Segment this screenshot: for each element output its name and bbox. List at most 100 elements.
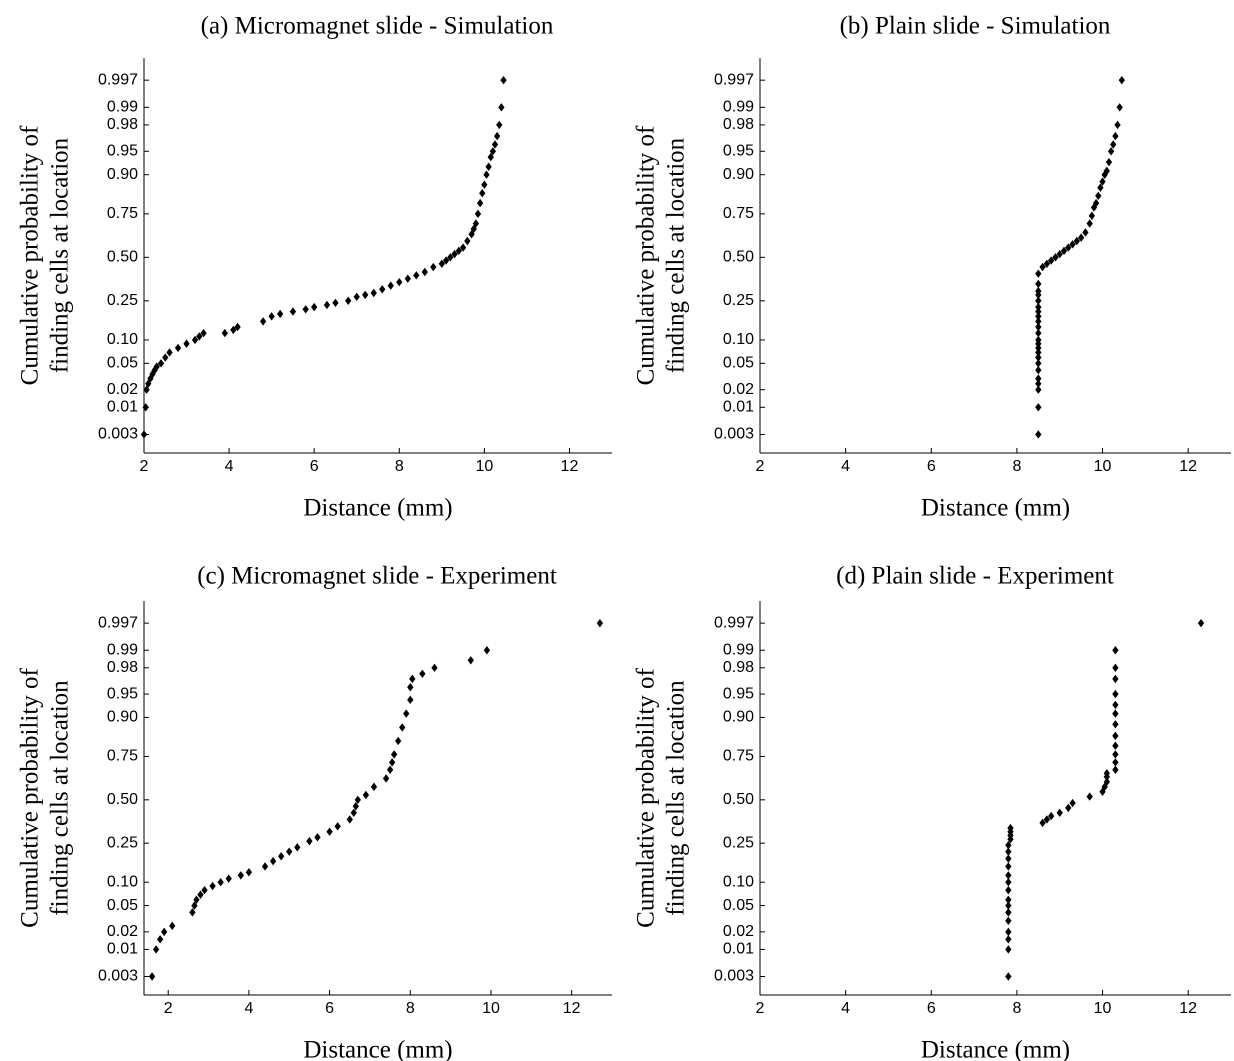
data-point (1112, 700, 1119, 710)
data-point (493, 131, 501, 141)
y-tick-label: 0.003 (714, 968, 754, 985)
data-point (276, 309, 284, 319)
data-point (1090, 203, 1098, 212)
chart-panel-d: (d) Plain slide - Experiment 2 4 6 8 10 12 0.00… (633, 563, 1231, 1061)
y-tick-label: 0.25 (723, 292, 754, 309)
data-point (1086, 792, 1093, 801)
data-point (302, 305, 309, 314)
data-point (1035, 269, 1042, 278)
data-point (1005, 908, 1012, 917)
data-point (1069, 798, 1076, 808)
x-tick-label: 8 (406, 1000, 415, 1017)
data-point (1103, 166, 1110, 176)
data-point (334, 822, 341, 831)
data-point (481, 180, 488, 189)
data-point (413, 271, 420, 280)
data-point (379, 285, 386, 294)
y-tick-label: 0.95 (723, 143, 754, 160)
data-point (491, 140, 499, 149)
y-tick-label: 0.98 (107, 116, 138, 133)
data-point (1056, 808, 1063, 817)
data-point (1065, 803, 1072, 813)
data-point (148, 972, 156, 981)
data-point (197, 890, 204, 899)
data-point (1112, 689, 1119, 699)
data-point (1112, 750, 1119, 759)
data-point (1099, 177, 1106, 186)
y-tick-label: 0.98 (107, 659, 138, 676)
data-point (306, 836, 313, 846)
data-point (1035, 312, 1042, 321)
x-axis-label: Distance (mm) (303, 1037, 452, 1061)
x-axis-label: Distance (mm) (921, 1037, 1070, 1061)
data-point (169, 921, 176, 931)
data-point (1043, 815, 1051, 824)
y-axis-label-line: Cumulative probability of (633, 667, 660, 927)
data-point (1005, 916, 1012, 925)
data-point (1118, 75, 1125, 85)
y-axis-label-line: finding cells at location (47, 680, 74, 916)
data-point (1103, 769, 1110, 778)
data-point (196, 332, 203, 341)
x-tick-label: 12 (561, 458, 579, 475)
data-point (157, 359, 165, 368)
data-point (431, 663, 438, 672)
data-point (464, 236, 471, 246)
data-point (487, 152, 494, 162)
data-point (1005, 895, 1012, 904)
data-point (1035, 296, 1042, 306)
data-point (326, 827, 333, 836)
data-point (403, 709, 410, 718)
y-tick-label: 0.01 (723, 941, 754, 958)
data-point (1099, 787, 1106, 796)
x-tick-label: 2 (140, 458, 149, 475)
x-tick-label: 10 (1094, 458, 1112, 475)
data-point (200, 328, 207, 338)
x-tick-label: 4 (225, 458, 234, 475)
data-point (496, 120, 503, 130)
y-tick-label: 0.98 (723, 116, 754, 133)
data-point (1069, 240, 1076, 249)
data-point (500, 75, 507, 85)
y-tick-label: 0.01 (723, 399, 754, 416)
chart-title: (d) Plain slide - Experiment (836, 563, 1114, 590)
chart-panel-c: (c) Micromagnet slide - Experiment 2 4 6 8 10… (17, 563, 612, 1061)
y-tick-label: 0.90 (723, 166, 754, 183)
data-point (156, 935, 164, 944)
data-point (237, 871, 244, 880)
data-point (314, 833, 321, 842)
data-point (479, 189, 486, 198)
data-point (345, 296, 352, 306)
data-point (370, 288, 377, 298)
data-point (201, 885, 208, 895)
data-point (259, 317, 267, 326)
x-tick-label: 6 (325, 1000, 334, 1017)
data-point (332, 298, 339, 308)
data-point (1060, 246, 1068, 256)
data-point (485, 162, 492, 171)
data-point (1035, 317, 1042, 326)
data-point (451, 249, 458, 259)
data-point (1088, 211, 1095, 221)
y-tick-label: 0.02 (723, 923, 754, 940)
x-tick-label: 12 (563, 1000, 581, 1017)
data-point (1005, 878, 1012, 887)
data-point (1086, 219, 1093, 228)
data-point (1112, 674, 1119, 684)
chart-title: (c) Micromagnet slide - Experiment (197, 563, 557, 590)
data-point (472, 219, 480, 228)
y-axis-label-line: Cumulative probability of (17, 667, 44, 927)
data-point (225, 874, 232, 883)
y-tick-label: 0.05 (107, 897, 138, 914)
data-point (1007, 823, 1014, 833)
y-axis-label-line: Cumulative probability of (633, 125, 660, 385)
data-point (476, 198, 484, 208)
data-point (1043, 259, 1051, 268)
y-tick-label: 0.50 (107, 249, 138, 266)
y-tick-label: 0.02 (107, 381, 138, 398)
data-point (1035, 348, 1042, 357)
data-point (438, 259, 445, 268)
y-tick-label: 0.25 (723, 834, 754, 851)
data-point (370, 782, 378, 792)
data-point (1035, 374, 1042, 383)
